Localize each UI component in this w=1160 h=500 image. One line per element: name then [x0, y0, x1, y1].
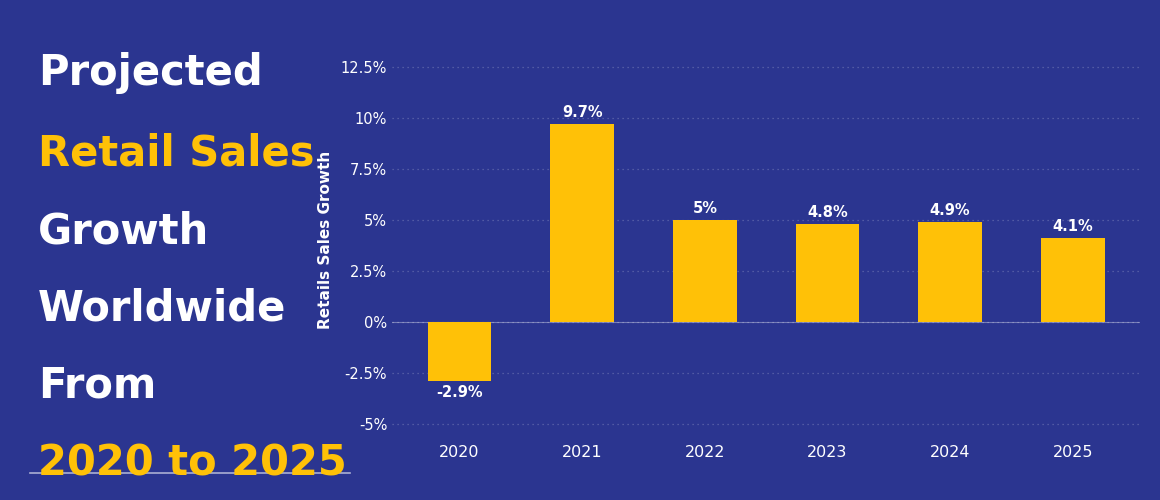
- Text: -2.9%: -2.9%: [436, 386, 483, 400]
- Text: Growth: Growth: [38, 210, 209, 252]
- Text: 9.7%: 9.7%: [561, 105, 602, 120]
- Bar: [1041, 238, 1104, 322]
- Text: 4.1%: 4.1%: [1052, 220, 1093, 234]
- Bar: [796, 224, 860, 322]
- Text: Worldwide: Worldwide: [38, 288, 287, 330]
- Bar: [550, 124, 614, 322]
- Y-axis label: Retails Sales Growth: Retails Sales Growth: [318, 151, 333, 329]
- Text: From: From: [38, 365, 157, 407]
- Text: 4.8%: 4.8%: [807, 205, 848, 220]
- Bar: [428, 322, 492, 381]
- Text: 4.9%: 4.9%: [930, 203, 971, 218]
- Text: Retail Sales: Retail Sales: [38, 132, 314, 174]
- Text: 5%: 5%: [693, 201, 717, 216]
- Bar: [673, 220, 737, 322]
- Text: 2020 to 2025: 2020 to 2025: [38, 442, 347, 484]
- Text: Projected: Projected: [38, 52, 263, 94]
- Bar: [919, 222, 983, 322]
